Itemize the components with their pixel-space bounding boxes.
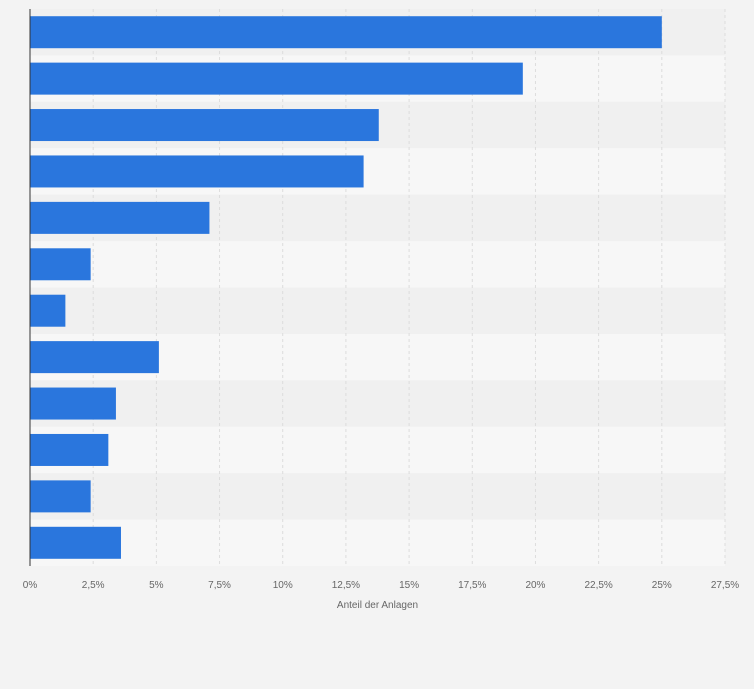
bar <box>30 248 91 281</box>
x-tick-label: 7,5% <box>208 580 231 591</box>
bar <box>30 526 121 559</box>
bar <box>30 433 109 466</box>
bar <box>30 480 91 513</box>
row-band <box>30 241 725 288</box>
bar <box>30 155 364 188</box>
x-tick-label: 15% <box>399 580 419 591</box>
x-tick-label: 2,5% <box>82 580 105 591</box>
x-tick-label: 17,5% <box>458 580 486 591</box>
bar <box>30 62 523 95</box>
bar <box>30 16 662 49</box>
x-tick-label: 10% <box>273 580 293 591</box>
row-band <box>30 519 725 566</box>
bar <box>30 341 159 374</box>
row-band <box>30 426 725 474</box>
row-band <box>30 380 725 427</box>
row-band <box>30 287 725 334</box>
bar <box>30 109 379 142</box>
x-tick-label: 5% <box>149 580 164 591</box>
bars <box>30 16 662 559</box>
x-tick-label: 27,5% <box>711 580 739 591</box>
x-tick-labels: 0% 2,5% 5% 7,5% 10% 12,5% 15% 17,5% 20% 22,5% 25% 2… <box>23 580 740 591</box>
bar <box>30 387 116 420</box>
x-axis-title: Anteil der Anlagen <box>337 600 418 611</box>
bar <box>30 294 66 327</box>
grid-lines <box>92 9 726 566</box>
x-tick-label: 20% <box>525 580 545 591</box>
x-tick-label: 0% <box>23 580 38 591</box>
x-tick-label: 22,5% <box>584 580 612 591</box>
x-tick-label: 25% <box>652 580 672 591</box>
x-tick-label: 12,5% <box>332 580 360 591</box>
bar <box>30 201 210 234</box>
row-band <box>30 473 725 520</box>
